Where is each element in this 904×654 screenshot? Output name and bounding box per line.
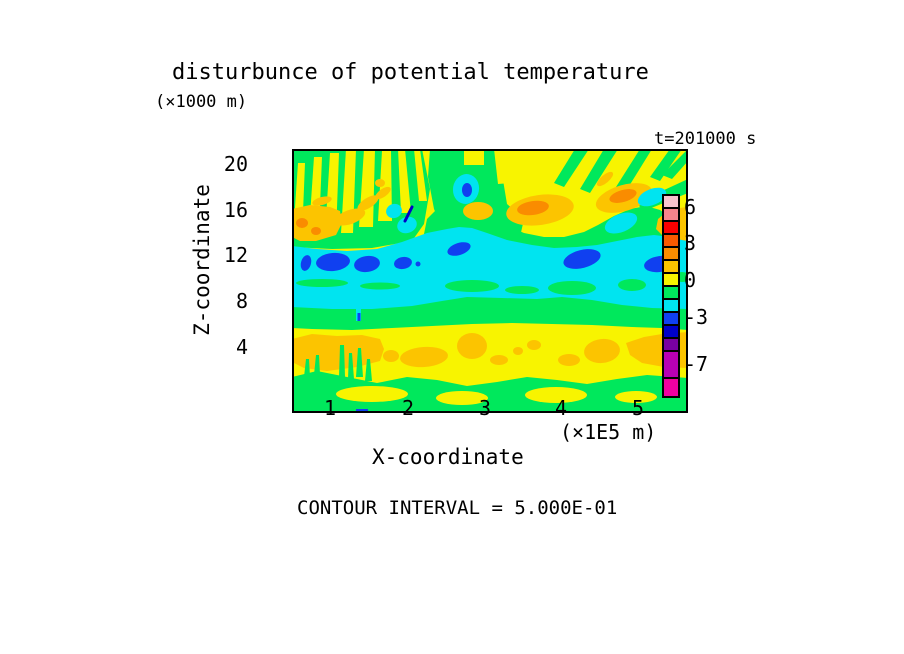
colorbar-segment (662, 377, 680, 398)
x-tick-label: 4 (554, 396, 568, 420)
x-axis-unit-label: (×1E5 m) (560, 420, 657, 444)
colorbar-tick-label: -7 (684, 352, 709, 376)
x-tick-label: 3 (478, 396, 492, 420)
blue-sliver (357, 313, 361, 321)
colorbar-tick-label: 0 (684, 268, 697, 292)
y-tick-label: 20 (223, 152, 248, 176)
y-tick-label: 4 (235, 335, 248, 359)
timestamp-label: t=201000 s (654, 129, 757, 149)
x-tick-label: 2 (401, 396, 415, 420)
chart-title: disturbunce of potential temperature (172, 60, 649, 85)
blue-anomaly-blobs (300, 242, 676, 273)
x-axis-title: X-coordinate (372, 445, 524, 469)
plot-frame (291, 149, 688, 413)
x-tick-label: 1 (323, 396, 337, 420)
y-tick-label: 16 (223, 198, 248, 222)
y-axis-unit-label: (×1000 m) (155, 92, 248, 112)
colorbar (662, 194, 680, 398)
contour-plot-canvas (253, 130, 691, 413)
green-band-lower (291, 297, 688, 330)
contour-field (291, 149, 691, 413)
colorbar-segment (662, 350, 680, 379)
colorbar-tick-label: 6 (684, 195, 697, 219)
colorbar-tick-label: -3 (684, 305, 709, 329)
y-tick-label: 12 (223, 243, 248, 267)
contour-interval-caption: CONTOUR INTERVAL = 5.000E-01 (297, 497, 618, 519)
x-tick-label: 5 (631, 396, 645, 420)
colorbar-tick-label: 3 (684, 231, 697, 255)
cold-pockets-upper (385, 174, 666, 234)
y-tick-label: 8 (235, 289, 248, 313)
green-band-bottom (291, 345, 688, 413)
